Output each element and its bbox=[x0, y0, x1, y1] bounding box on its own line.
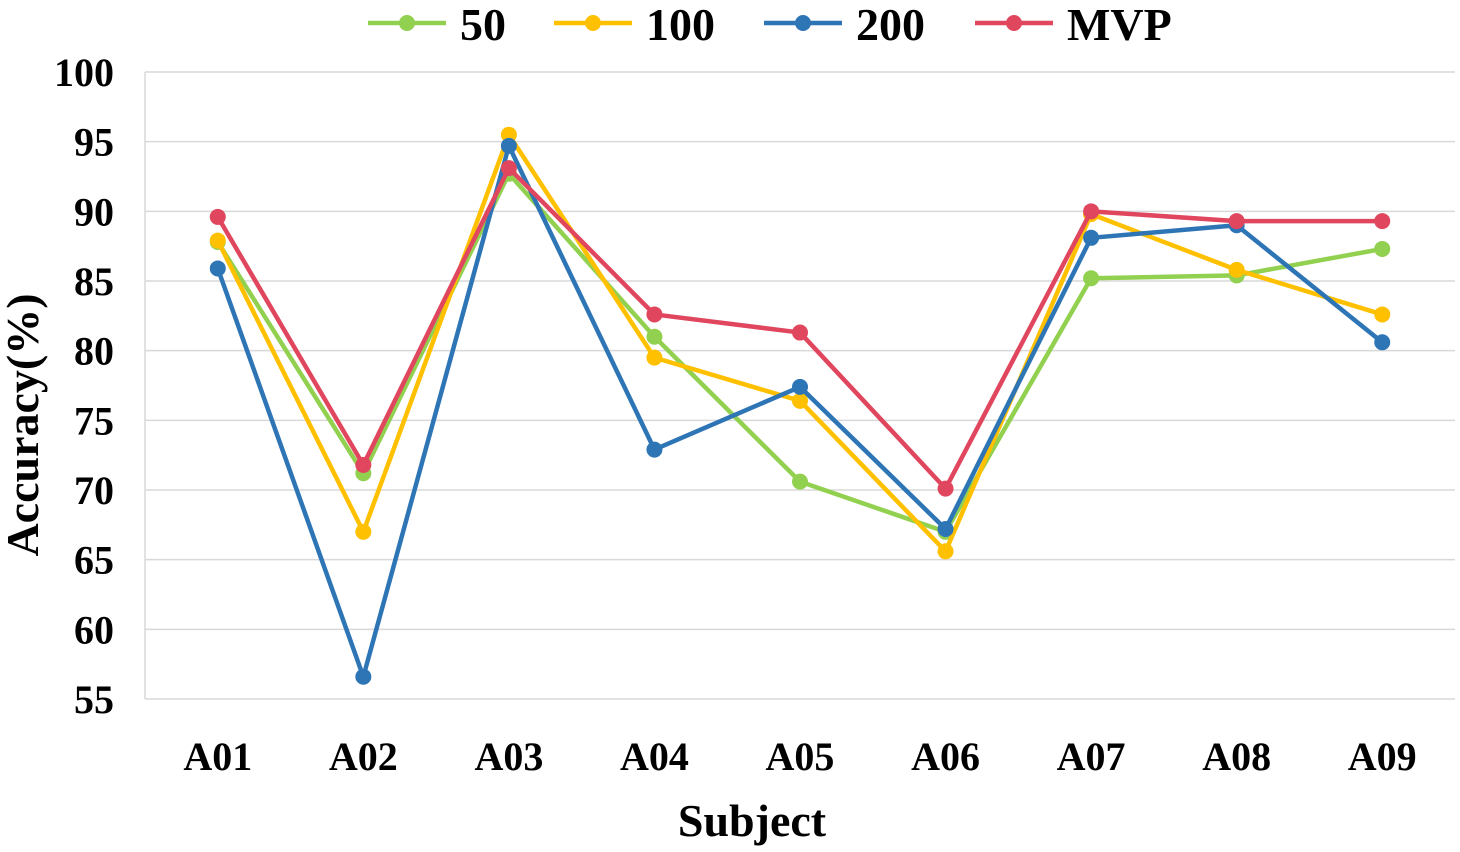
data-point-100-a08 bbox=[1228, 261, 1245, 278]
data-point-100-a09 bbox=[1374, 306, 1391, 323]
data-point-50-a04 bbox=[646, 328, 663, 345]
data-point-mvp-a03 bbox=[500, 160, 517, 177]
legend-label: 100 bbox=[646, 0, 715, 50]
legend-marker bbox=[399, 15, 415, 31]
legend-item-100: 100 bbox=[554, 0, 715, 50]
x-axis-ticks: A01 A02 A03 A04 A05 A06 A07 A08 A09 bbox=[183, 734, 1416, 779]
data-point-200-a01 bbox=[209, 260, 226, 277]
y-tick-label: 65 bbox=[74, 538, 114, 583]
x-tick-label: A07 bbox=[1057, 734, 1126, 779]
y-tick-label: 85 bbox=[74, 259, 114, 304]
data-point-50-a07 bbox=[1083, 270, 1100, 287]
y-tick-label: 55 bbox=[74, 677, 114, 722]
y-tick-label: 80 bbox=[74, 329, 114, 374]
data-point-100-a02 bbox=[355, 523, 372, 540]
y-tick-label: 75 bbox=[74, 398, 114, 443]
data-point-mvp-a05 bbox=[792, 324, 808, 341]
legend-label: MVP bbox=[1067, 0, 1172, 50]
data-point-mvp-a07 bbox=[1083, 203, 1100, 220]
data-point-mvp-a01 bbox=[209, 208, 226, 225]
x-tick-label: A09 bbox=[1348, 734, 1417, 779]
data-point-100-a06 bbox=[937, 543, 954, 560]
legend: 50 100 200 MVP bbox=[368, 0, 1172, 50]
y-tick-label: 70 bbox=[74, 468, 114, 513]
x-tick-label: A04 bbox=[620, 734, 689, 779]
series-lines bbox=[209, 126, 1391, 685]
legend-item-200: 200 bbox=[764, 0, 925, 50]
data-point-200-a04 bbox=[646, 441, 663, 458]
legend-label: 200 bbox=[856, 0, 925, 50]
x-tick-label: A06 bbox=[911, 734, 980, 779]
legend-item-mvp: MVP bbox=[975, 0, 1172, 50]
x-tick-label: A08 bbox=[1202, 734, 1271, 779]
series-200 bbox=[209, 137, 1391, 685]
data-point-mvp-a02 bbox=[355, 456, 372, 473]
gridlines bbox=[144, 71, 1455, 700]
data-point-200-a05 bbox=[792, 378, 808, 395]
y-tick-label: 90 bbox=[74, 189, 114, 234]
legend-marker bbox=[585, 15, 601, 31]
x-axis-title: Subject bbox=[678, 795, 827, 846]
data-point-100-a05 bbox=[792, 392, 808, 409]
x-tick-label: A03 bbox=[474, 734, 543, 779]
x-tick-label: A05 bbox=[766, 734, 835, 779]
data-point-200-a07 bbox=[1083, 229, 1100, 246]
data-point-200-a03 bbox=[500, 137, 517, 154]
data-point-mvp-a04 bbox=[646, 306, 663, 323]
legend-marker bbox=[795, 15, 811, 31]
data-point-200-a09 bbox=[1374, 334, 1391, 351]
x-tick-label: A01 bbox=[183, 734, 252, 779]
y-axis-title: Accuracy(%) bbox=[0, 293, 48, 556]
data-point-100-a03 bbox=[500, 126, 517, 143]
data-point-200-a06 bbox=[937, 521, 954, 538]
x-tick-label: A02 bbox=[329, 734, 398, 779]
series-mvp bbox=[209, 160, 1391, 497]
data-point-100-a01 bbox=[209, 232, 226, 249]
data-point-mvp-a09 bbox=[1374, 213, 1391, 230]
y-axis-ticks: 55 60 65 70 75 80 85 90 95 100 bbox=[54, 50, 114, 722]
data-point-mvp-a08 bbox=[1228, 213, 1245, 230]
y-tick-label: 95 bbox=[74, 120, 114, 165]
data-point-mvp-a06 bbox=[937, 480, 954, 497]
legend-marker bbox=[1006, 15, 1022, 31]
y-tick-label: 60 bbox=[74, 607, 114, 652]
legend-label: 50 bbox=[460, 0, 506, 50]
series-100 bbox=[209, 126, 1391, 560]
legend-item-50: 50 bbox=[368, 0, 506, 50]
data-point-200-a02 bbox=[355, 668, 372, 685]
data-point-50-a09 bbox=[1374, 240, 1391, 257]
series-50 bbox=[209, 165, 1391, 540]
data-point-50-a05 bbox=[792, 473, 808, 490]
data-point-100-a04 bbox=[646, 349, 663, 366]
y-tick-label: 100 bbox=[54, 50, 114, 95]
